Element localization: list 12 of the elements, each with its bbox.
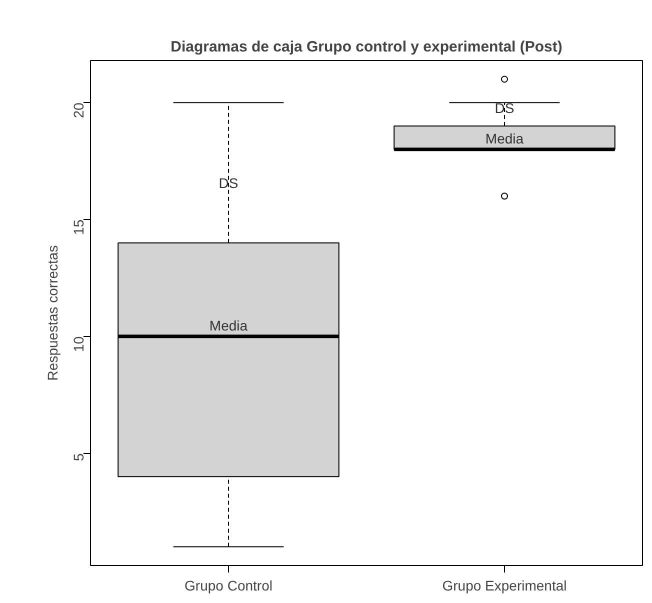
y-tick-label: 5 — [70, 453, 86, 462]
annotation: DS — [218, 174, 238, 191]
chart-title: Diagramas de caja Grupo control y experimental (Post) — [170, 38, 562, 56]
annotation: DS — [494, 100, 514, 116]
y-axis-title: Respuestas correctas — [44, 245, 60, 381]
y-tick-label: 15 — [70, 219, 86, 236]
annotation: Media — [485, 130, 524, 146]
x-tick-label: Grupo Experimental — [442, 578, 567, 594]
y-tick-label: 20 — [70, 102, 86, 118]
annotation: Media — [209, 317, 248, 334]
x-tick-label: Grupo Control — [184, 578, 272, 594]
y-tick-label: 10 — [70, 336, 86, 352]
